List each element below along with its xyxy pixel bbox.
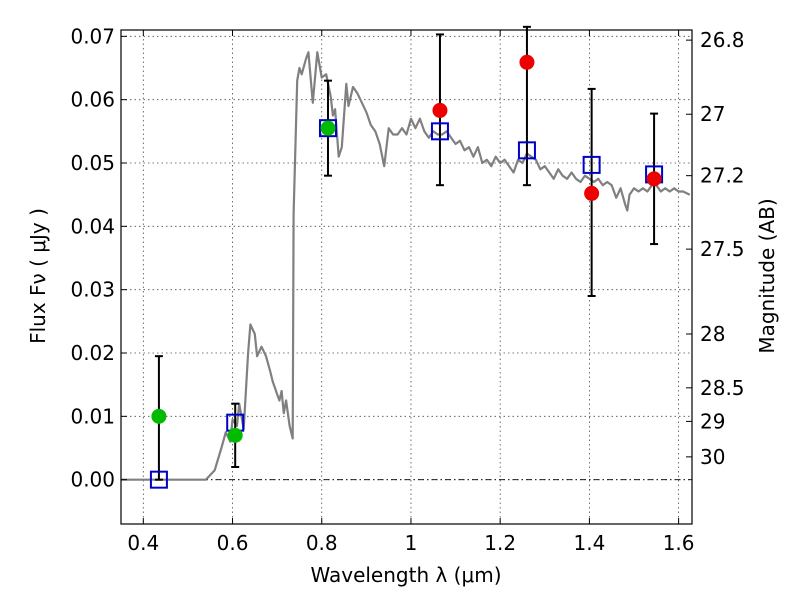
red-point [646,171,662,187]
y-tick-label: 0.02 [70,341,115,365]
y-tick-label: 0.03 [70,278,115,302]
x-tick-label: 0.8 [306,531,338,555]
y-tick-labels: 0.00 0.01 0.02 0.03 0.04 0.05 0.06 0.07 [70,24,115,491]
y-tick-label: 0.06 [70,88,115,112]
x-tick-label: 0.6 [217,531,249,555]
x-tick-labels: 0.4 0.6 0.8 1 1.2 1.4 1.6 [127,531,694,555]
y-tick-label: 0.07 [70,24,115,48]
magnitude-tick-label: 27 [700,102,725,126]
magnitude-tick-label: 26.8 [700,28,745,52]
x-tick-label: 1.6 [663,531,695,555]
y-tick-label: 0.04 [70,214,115,238]
green-point [151,408,167,424]
red-point [519,54,535,70]
band-square-marker [582,155,601,174]
x-tick-label: 1.2 [484,531,516,555]
x-tick-label: 1.4 [573,531,605,555]
magnitude-tick-label: 30 [700,445,725,469]
right-axis-label: Magnitude (AB) [755,198,779,353]
model-sed [121,51,691,481]
band-square-marker [517,141,536,160]
magnitude-tick-label: 28 [700,322,725,346]
y-tick-label: 0.00 [70,468,115,492]
green-detections [151,120,336,443]
y-tick-label: 0.05 [70,151,115,175]
x-axis-label: Wavelength λ (μm) [310,563,501,587]
error-bars [154,25,659,481]
y-axis-label: Flux Fν ( μJy ) [26,208,50,344]
right-tick-labels: 26.8 27 27.2 27.5 28 28.5 29 30 [700,28,745,469]
axis-ticks [121,30,692,524]
red-detections [432,54,662,201]
magnitude-tick-label: 28.5 [700,376,745,400]
magnitude-tick-label: 29 [700,409,725,433]
red-point [432,102,448,118]
x-tick-label: 1 [405,531,418,555]
x-tick-label: 0.4 [127,531,159,555]
band-square-marker [430,122,449,141]
plot-frame [120,29,693,525]
green-point [320,120,336,136]
magnitude-tick-label: 27.2 [700,164,745,188]
band-square-marker [318,119,337,138]
y-tick-label: 0.01 [70,404,115,428]
green-point [227,427,243,443]
red-point [584,185,600,201]
model-sed-line [121,51,691,481]
grid [121,30,692,524]
band-square-marker [149,470,168,489]
magnitude-tick-label: 27.5 [700,237,745,261]
